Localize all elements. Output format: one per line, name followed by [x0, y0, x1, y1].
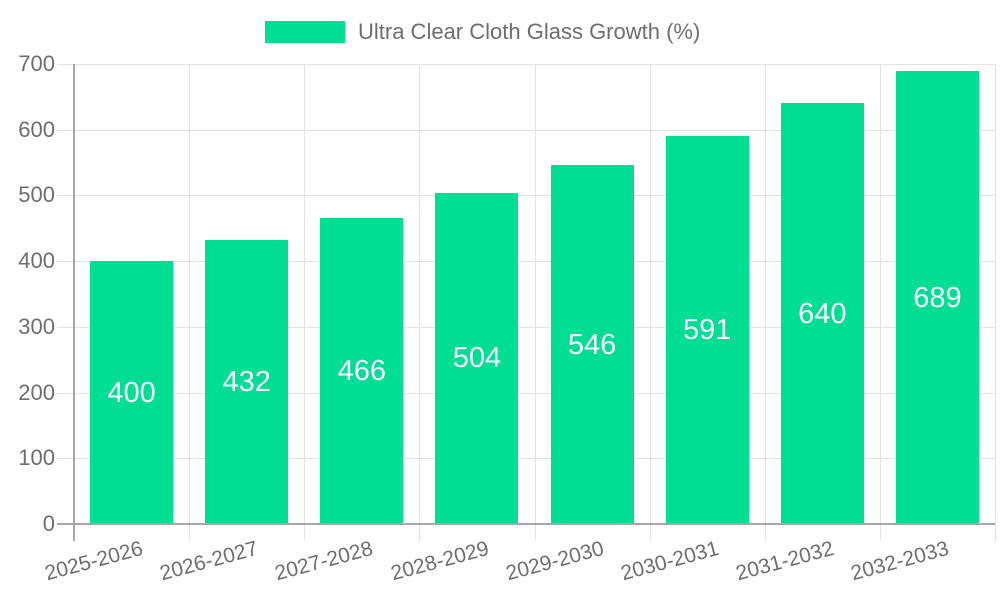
- y-axis-tick-label: 200: [18, 379, 55, 405]
- y-gridline: [57, 392, 995, 394]
- x-axis-tick-label: 2028-2029: [387, 537, 491, 586]
- x-axis-tick-label: 2031-2032: [733, 537, 837, 586]
- y-axis-tick-label: 500: [18, 182, 55, 208]
- x-gridline: [649, 64, 651, 541]
- y-axis-tick-label: 100: [18, 445, 55, 471]
- y-gridline: [57, 195, 995, 197]
- bar-value-label: 466: [337, 354, 386, 387]
- bar: [895, 71, 979, 524]
- y-gridline: [57, 129, 995, 131]
- y-gridline: [57, 261, 995, 263]
- x-gridline: [764, 64, 766, 541]
- y-gridline: [57, 64, 995, 65]
- y-axis-tick-label: 600: [18, 116, 55, 142]
- bar-value-label: 591: [682, 313, 732, 346]
- x-gridline: [534, 64, 536, 541]
- y-axis-tick-label: 700: [18, 51, 55, 76]
- bar-value-label: 400: [107, 376, 156, 409]
- x-axis-tick-label: 2032-2033: [848, 537, 952, 586]
- x-gridline: [879, 64, 881, 541]
- bar-value-label: 504: [452, 342, 502, 375]
- x-gridline: [419, 64, 421, 541]
- x-axis-tick-label: 2027-2028: [272, 537, 376, 586]
- y-axis-tick-label: 300: [18, 313, 55, 339]
- x-axis-tick-label: 2030-2031: [618, 537, 722, 586]
- bar: [90, 261, 174, 524]
- x-axis-tick-label: 2026-2027: [157, 537, 261, 586]
- y-axis-tick-label: 400: [18, 248, 55, 274]
- bar: [780, 103, 864, 524]
- y-axis-line: [73, 64, 75, 541]
- y-axis-tick-label: 0: [42, 511, 55, 536]
- bar-value-label: 432: [222, 366, 271, 399]
- x-gridline: [189, 64, 191, 541]
- legend-label: Ultra Clear Cloth Glass Growth (%): [358, 19, 701, 44]
- x-axis-tick-label: 2029-2030: [503, 537, 607, 586]
- bar: [665, 135, 749, 524]
- y-gridline: [57, 458, 995, 460]
- chart-legend[interactable]: Ultra Clear Cloth Glass Growth (%): [265, 21, 700, 43]
- x-axis-line: [57, 523, 995, 525]
- y-gridline: [57, 326, 995, 328]
- bar: [550, 165, 634, 524]
- x-gridline: [995, 64, 996, 541]
- bar: [435, 192, 519, 524]
- bar-value-label: 689: [913, 281, 962, 314]
- bar: [320, 217, 404, 524]
- bar-value-label: 546: [567, 328, 617, 361]
- bar: [205, 240, 289, 524]
- x-gridline: [304, 64, 306, 541]
- legend-swatch-icon: [265, 21, 345, 43]
- x-axis-tick-label: 2025-2026: [42, 537, 146, 586]
- bar-value-label: 640: [798, 297, 847, 330]
